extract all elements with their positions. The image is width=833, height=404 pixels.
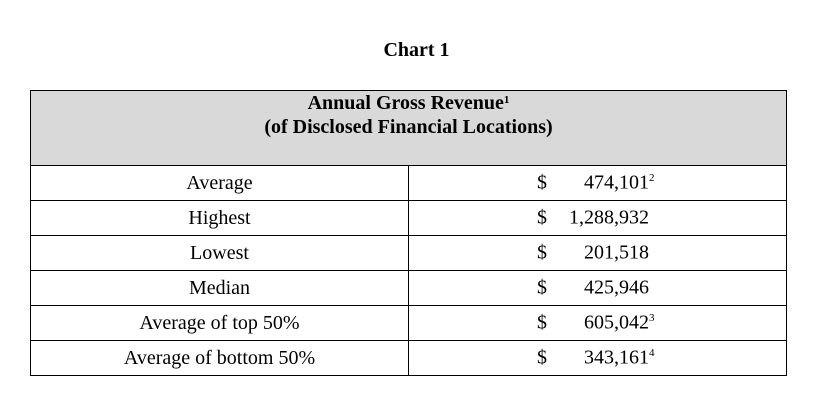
chart-title: Chart 1 [383, 39, 450, 61]
footnote-marker: 2 [649, 172, 655, 184]
row-value: $ 605,042 3 [408, 305, 787, 341]
row-value: $ 343,161 4 [408, 340, 787, 376]
currency-symbol: $ [537, 276, 547, 299]
table-row: Median $ 425,946 [30, 270, 787, 306]
row-label: Lowest [30, 235, 409, 271]
row-label: Median [30, 270, 409, 306]
header-line-1: Annual Gross Revenue1 [31, 91, 786, 115]
amount: 1,288,932 [569, 206, 649, 229]
table-header-row: Annual Gross Revenue1 (of Disclosed Fina… [30, 90, 787, 166]
revenue-table: Annual Gross Revenue1 (of Disclosed Fina… [30, 90, 787, 376]
table-row: Average of bottom 50% $ 343,161 4 [30, 340, 787, 376]
row-label: Average of bottom 50% [30, 340, 409, 376]
header-line-2: (of Disclosed Financial Locations) [264, 116, 553, 138]
table-row: Lowest $ 201,518 [30, 235, 787, 271]
row-label: Highest [30, 200, 409, 236]
currency-symbol: $ [537, 311, 547, 334]
table-header: Annual Gross Revenue1 (of Disclosed Fina… [30, 90, 787, 166]
table-row: Highest $ 1,288,932 [30, 200, 787, 236]
row-value: $ 474,101 2 [408, 165, 787, 201]
currency-symbol: $ [537, 241, 547, 264]
table-row: Average of top 50% $ 605,042 3 [30, 305, 787, 341]
table-row: Average $ 474,101 2 [30, 165, 787, 201]
amount: 474,101 [584, 171, 649, 194]
header-title: Annual Gross Revenue [307, 92, 504, 114]
currency-symbol: $ [537, 171, 547, 194]
header-footnote: 1 [503, 94, 510, 106]
amount: 343,161 [584, 346, 649, 369]
footnote-marker: 4 [649, 347, 655, 359]
currency-symbol: $ [537, 346, 547, 369]
row-value: $ 201,518 [408, 235, 787, 271]
amount: 425,946 [584, 276, 649, 299]
row-value: $ 1,288,932 [408, 200, 787, 236]
amount: 605,042 [584, 311, 649, 334]
row-value: $ 425,946 [408, 270, 787, 306]
row-label: Average of top 50% [30, 305, 409, 341]
row-label: Average [30, 165, 409, 201]
currency-symbol: $ [537, 206, 547, 229]
amount: 201,518 [584, 241, 649, 264]
footnote-marker: 3 [649, 312, 655, 324]
